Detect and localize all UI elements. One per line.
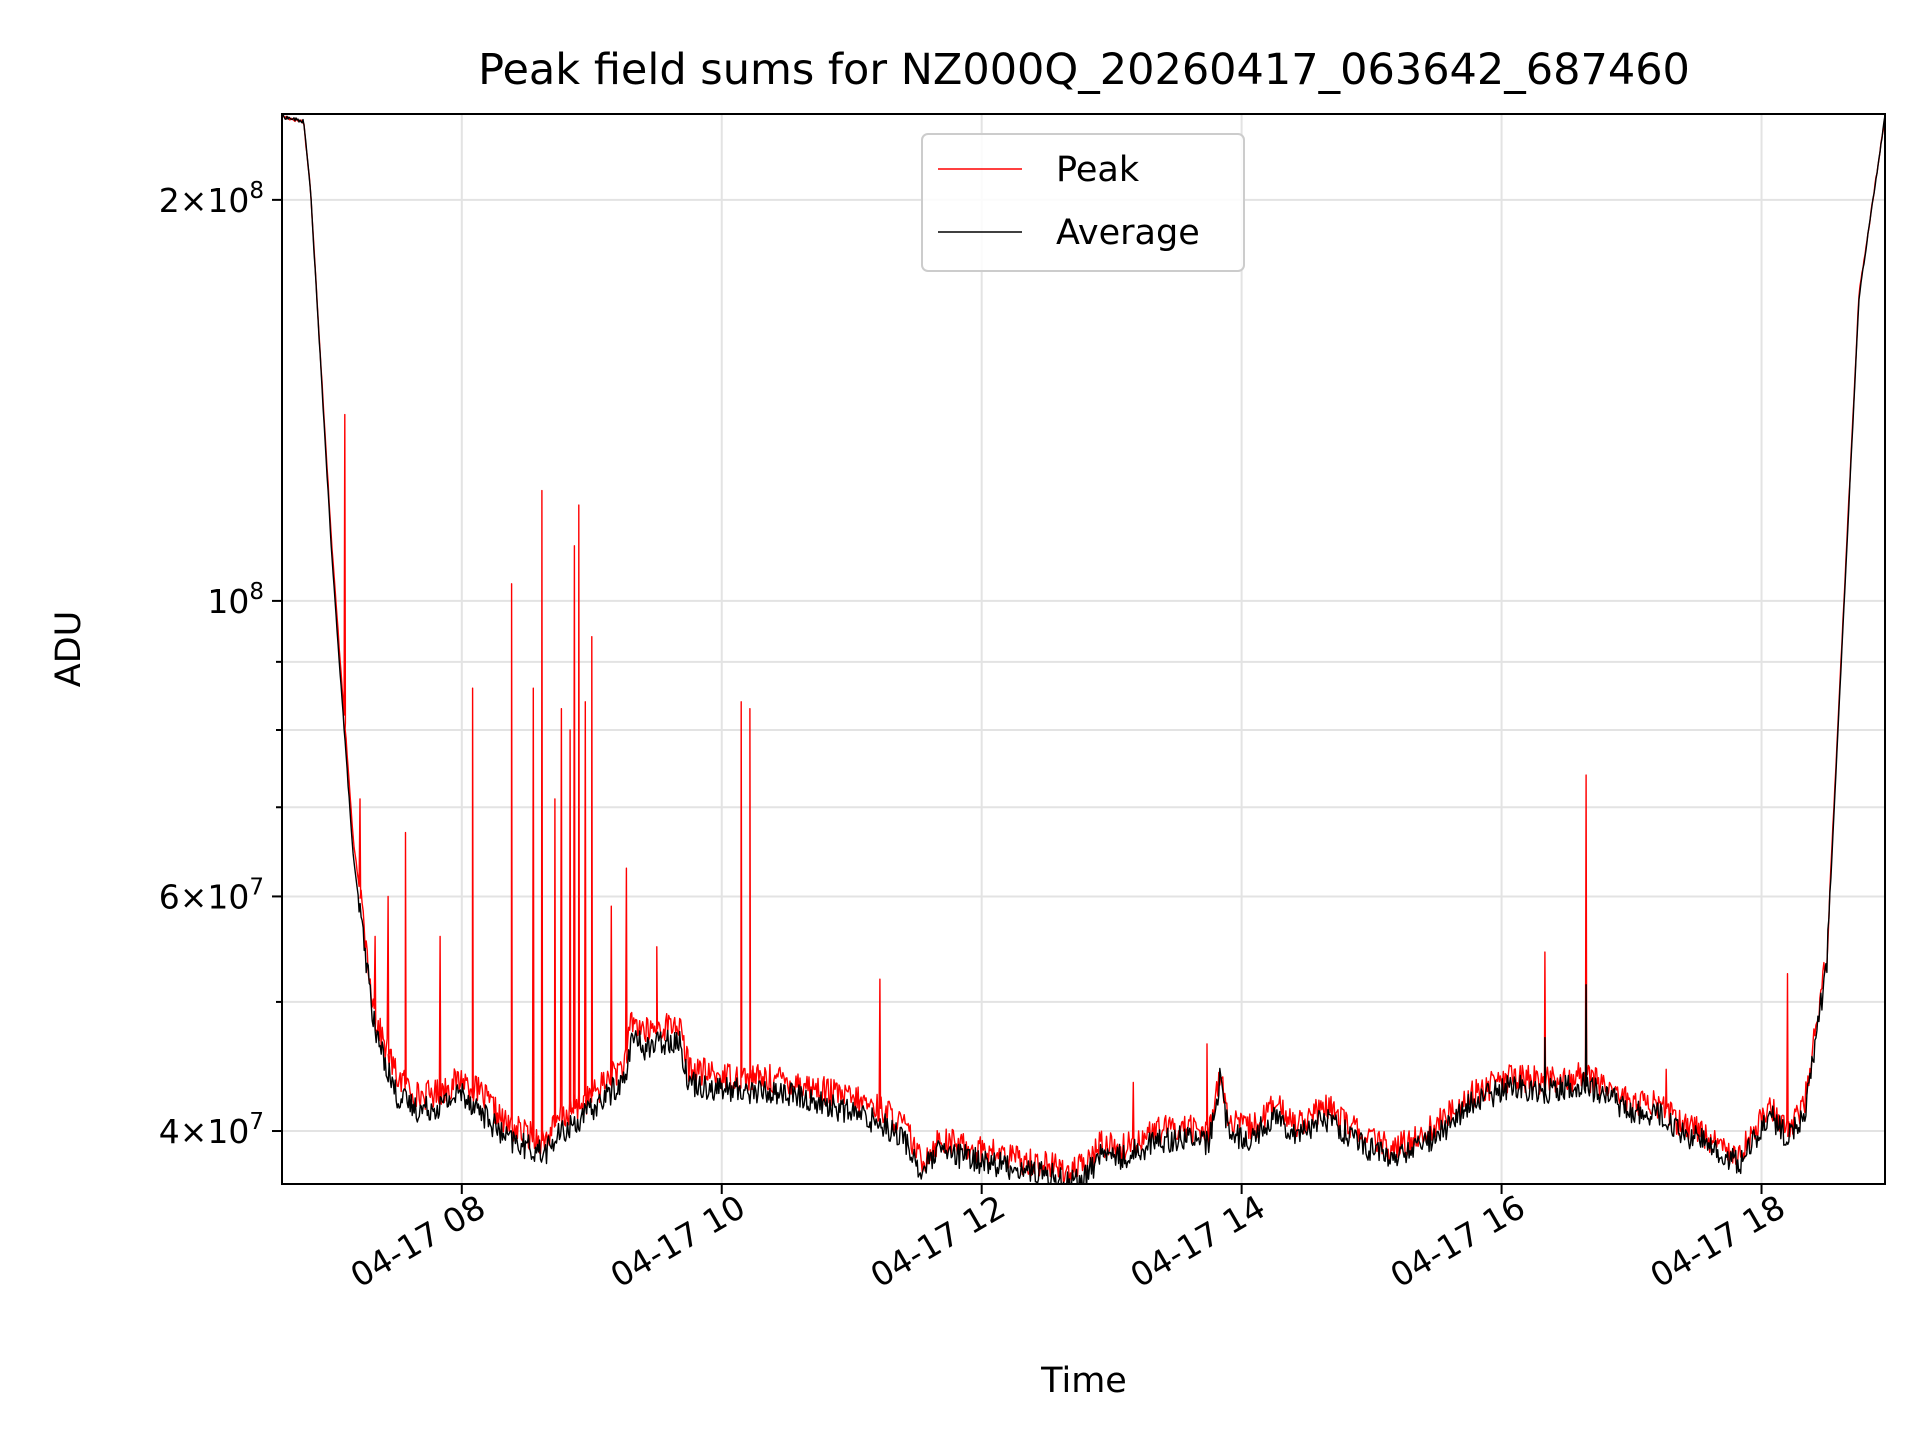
y-axis: 4×107 6×107 108 2×108	[159, 178, 282, 1151]
legend-label-average: Average	[1056, 213, 1200, 253]
axes-frame	[281, 113, 1886, 1185]
series-line-average	[282, 114, 1885, 1184]
y-tick-label: 6×107	[159, 874, 264, 916]
y-axis-label: ADU	[49, 611, 89, 688]
chart-title: Peak field sums for NZ000Q_20260417_0636…	[478, 45, 1690, 95]
series-line-peak	[282, 114, 1885, 1184]
y-tick-label: 4×107	[159, 1109, 264, 1151]
x-axis-label: Time	[1040, 1361, 1127, 1401]
y-tick-label: 108	[207, 579, 264, 621]
legend: Peak Average	[921, 133, 1245, 272]
legend-label-peak: Peak	[1056, 150, 1140, 190]
plot-area	[282, 114, 1885, 1184]
y-tick-label: 2×108	[159, 178, 264, 220]
